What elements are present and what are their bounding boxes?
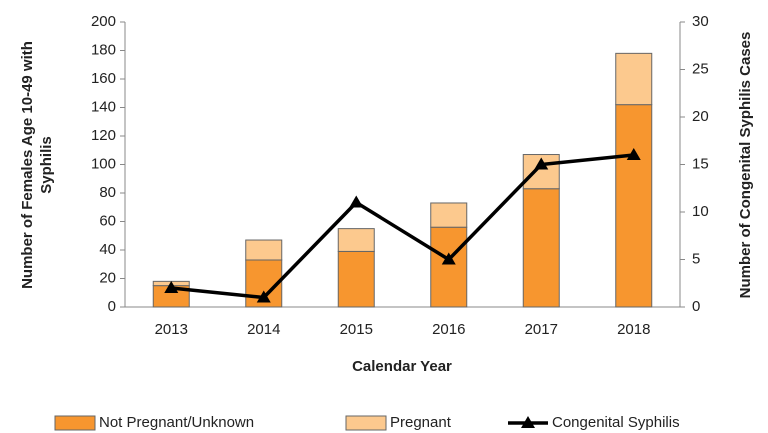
bar (337, 250, 375, 308)
y2-tick-label: 25 (692, 60, 709, 77)
line-marker (164, 281, 179, 293)
y2-tick-label: 10 (692, 203, 709, 220)
x-tick-label: 2017 (525, 321, 558, 338)
y-tick-label: 200 (91, 13, 116, 30)
x-axis-label: Calendar Year (352, 358, 452, 375)
line-marker (441, 252, 456, 265)
y2-axis-label: Number of Congenital Syphilis Cases (737, 32, 754, 299)
x-tick-label: 2013 (155, 321, 188, 338)
y2-tick-label: 15 (692, 155, 709, 172)
line-marker (626, 148, 641, 160)
y2-tick-label: 5 (692, 250, 700, 267)
legend-swatch (345, 415, 387, 431)
y-tick-label: 120 (91, 127, 116, 144)
x-tick-label: 2016 (432, 321, 465, 338)
legend-label: Pregnant (390, 414, 452, 431)
bar (615, 52, 653, 106)
y2-tick-label: 0 (692, 298, 700, 315)
legend-swatch (54, 415, 96, 431)
y-tick-label: 60 (99, 212, 116, 229)
y-axis-label: Syphilis (38, 136, 55, 194)
legend-label: Not Pregnant/Unknown (99, 414, 254, 431)
legend-marker (521, 416, 535, 428)
x-tick-label: 2018 (617, 321, 650, 338)
y-tick-label: 20 (99, 269, 116, 286)
y-tick-label: 80 (99, 184, 116, 201)
y-tick-label: 140 (91, 98, 116, 115)
y2-tick-label: 30 (692, 13, 709, 30)
line-marker (256, 290, 271, 303)
y-tick-label: 160 (91, 70, 116, 87)
bar (430, 226, 468, 308)
y-tick-label: 0 (108, 298, 116, 315)
y-tick-label: 180 (91, 41, 116, 58)
x-tick-label: 2015 (340, 321, 373, 338)
bar (522, 188, 560, 308)
bar (615, 104, 653, 308)
y2-tick-label: 20 (692, 108, 709, 125)
line (171, 153, 634, 300)
bar (245, 239, 283, 261)
x-tick-label: 2014 (247, 321, 280, 338)
bar (430, 202, 468, 228)
line-marker (349, 195, 364, 208)
legend-label: Congenital Syphilis (552, 414, 680, 431)
line-marker (534, 157, 549, 170)
y-axis-label: Number of Females Age 10-49 with (19, 41, 36, 289)
bar (337, 228, 375, 252)
y-tick-label: 100 (91, 155, 116, 172)
y-tick-label: 40 (99, 241, 116, 258)
